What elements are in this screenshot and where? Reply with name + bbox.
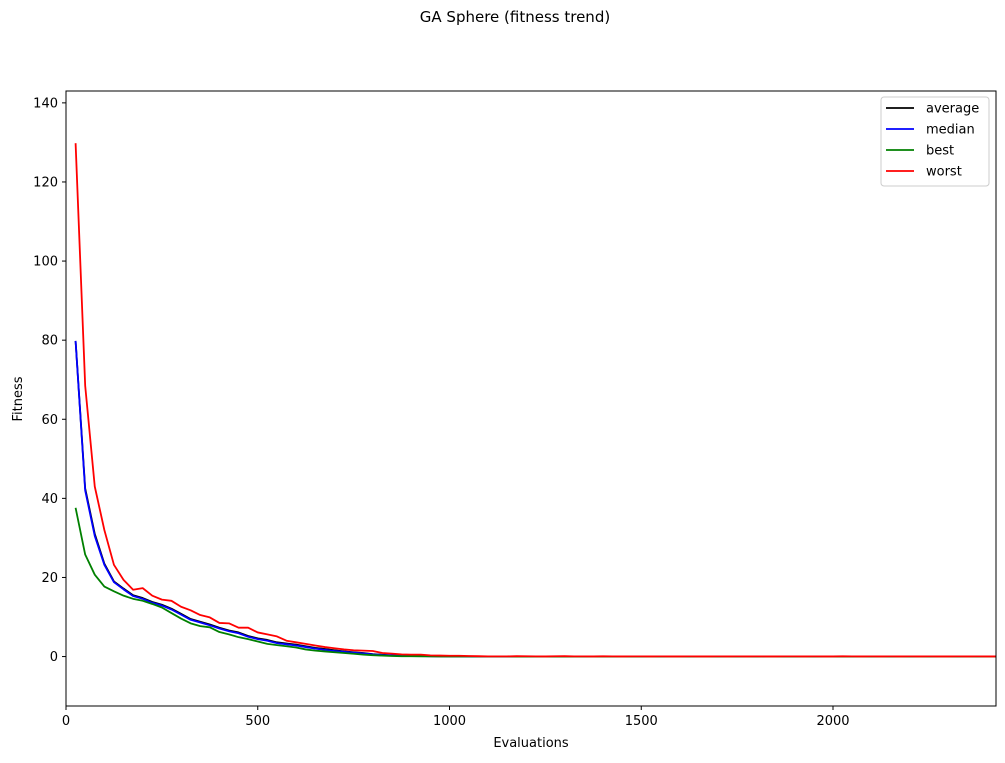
legend-box — [880, 96, 990, 187]
legend-label-median: median — [926, 123, 975, 138]
y-tick-label-2: 40 — [41, 492, 58, 507]
y-tick-label-7: 140 — [33, 96, 58, 111]
series-line-median — [74, 340, 996, 658]
legend-label-average: average — [926, 102, 979, 117]
y-tick-label-4: 80 — [41, 334, 58, 349]
legend-label-worst: worst — [926, 165, 962, 180]
y-tick-label-5: 100 — [33, 255, 58, 270]
y-tick-label-3: 60 — [41, 413, 58, 428]
x-tick-label-0: 0 — [62, 714, 70, 729]
y-tick-label-6: 120 — [33, 175, 58, 190]
series-line-worst — [74, 143, 996, 658]
plot-frame — [65, 90, 997, 707]
plot-area — [74, 143, 996, 658]
x-axis-label: Evaluations — [493, 736, 569, 751]
series-line-average — [74, 340, 996, 658]
series-line-best — [74, 507, 996, 658]
y-axis-label: Fitness — [11, 376, 26, 421]
x-tick-label-2: 1000 — [433, 714, 466, 729]
y-axis: 0 20 40 60 80 100 120 140 — [33, 96, 66, 665]
y-tick-label-1: 20 — [41, 571, 58, 586]
legend-label-best: best — [926, 144, 954, 159]
legend: average median best worst — [880, 96, 990, 187]
x-tick-label-1: 500 — [245, 714, 270, 729]
y-tick-label-0: 0 — [50, 650, 58, 665]
x-tick-label-3: 1500 — [625, 714, 658, 729]
x-tick-label-4: 2000 — [816, 714, 849, 729]
x-axis: 0 500 1000 1500 2000 — [62, 706, 850, 729]
chart-title: GA Sphere (fitness trend) — [420, 8, 610, 26]
